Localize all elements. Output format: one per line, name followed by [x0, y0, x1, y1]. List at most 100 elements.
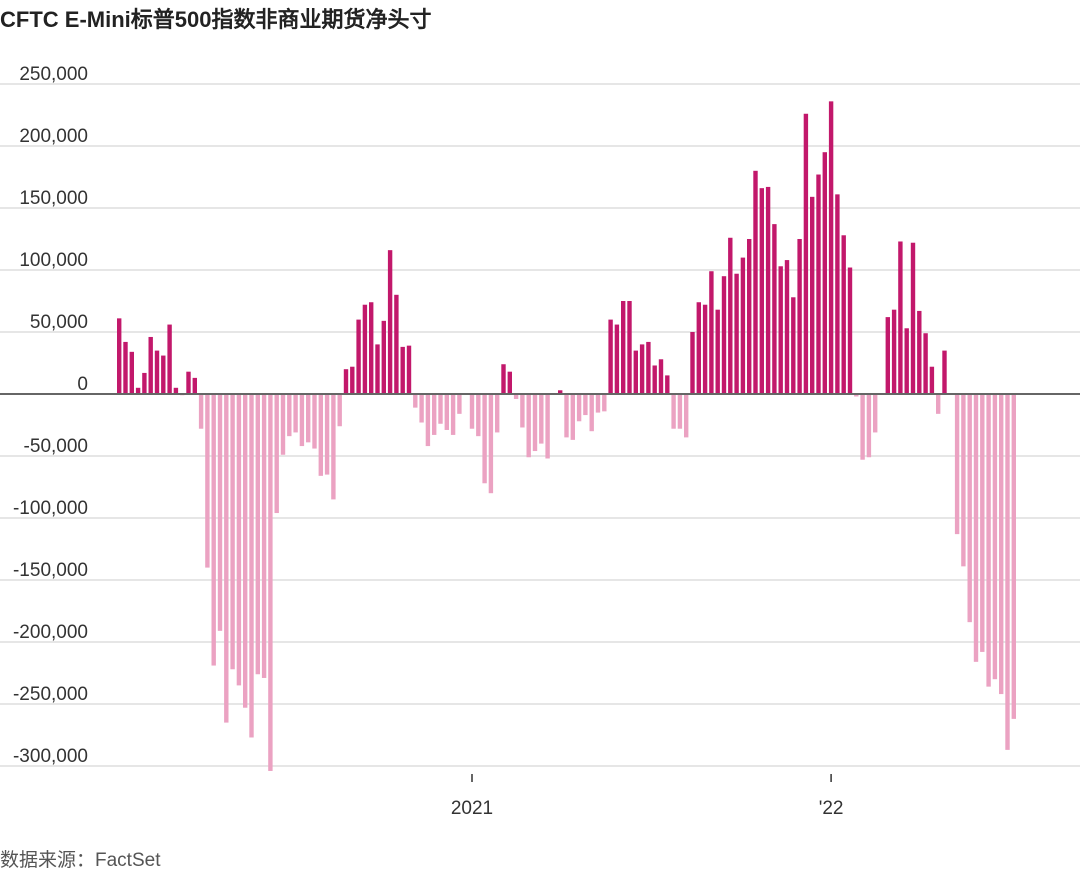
- bar: [362, 304, 368, 394]
- bar: [161, 355, 166, 394]
- bar: [425, 394, 431, 447]
- bar: [306, 394, 311, 443]
- bar: [261, 394, 267, 678]
- bar: [936, 394, 941, 414]
- bar: [205, 394, 210, 568]
- bar: [702, 304, 708, 394]
- bar: [721, 276, 727, 394]
- bar: [690, 332, 695, 394]
- bar: [520, 394, 525, 428]
- bar: [558, 390, 563, 394]
- bar: [476, 394, 481, 437]
- bar: [765, 186, 771, 394]
- bar: [576, 394, 582, 422]
- bar: [343, 369, 349, 394]
- bar: [356, 319, 361, 394]
- bar: [287, 394, 292, 437]
- bar: [866, 394, 872, 458]
- bar: [507, 371, 512, 394]
- bar: [236, 394, 242, 686]
- bar: [186, 371, 191, 394]
- bar: [734, 273, 739, 394]
- bar: [224, 394, 229, 723]
- x-axis: 2021 '22: [451, 774, 844, 819]
- gridlines: [0, 83, 1080, 767]
- bar: [274, 394, 279, 514]
- bar: [173, 387, 179, 394]
- bar: [954, 394, 960, 535]
- bar: [526, 394, 531, 458]
- bar: [513, 394, 519, 399]
- bar: [614, 324, 620, 394]
- bar: [312, 394, 317, 449]
- bar: [816, 174, 821, 394]
- bar: [835, 194, 840, 394]
- bar: [652, 365, 657, 394]
- bar: [797, 239, 802, 394]
- bar: [255, 394, 260, 675]
- bar: [822, 152, 827, 394]
- bar: [917, 310, 922, 394]
- bar: [929, 366, 935, 394]
- bar: [595, 394, 601, 413]
- bar: [495, 394, 500, 433]
- y-tick-label: -250,000: [13, 684, 88, 705]
- bar: [841, 235, 846, 394]
- bar: [784, 260, 790, 394]
- bar: [665, 375, 670, 394]
- bar: [444, 394, 449, 430]
- bar: [135, 387, 141, 394]
- bar: [249, 394, 254, 738]
- bar: [331, 394, 336, 500]
- bar: [564, 394, 569, 438]
- bar: [293, 394, 298, 433]
- y-tick-label: 200,000: [19, 126, 88, 147]
- bar: [961, 394, 966, 567]
- bar: [148, 336, 153, 394]
- bar: [1011, 394, 1016, 719]
- bar: [545, 394, 550, 459]
- bar: [715, 309, 720, 394]
- bar: [980, 394, 985, 652]
- x-tick-label: 2021: [451, 798, 493, 819]
- bar: [942, 350, 947, 394]
- bar: [400, 346, 405, 394]
- bar: [142, 372, 147, 394]
- bar: [129, 351, 134, 394]
- y-tick-label: -300,000: [13, 746, 88, 767]
- bar: [457, 394, 462, 414]
- chart-title: CFTC E-Mini标普500指数非商业期货净头寸: [0, 7, 432, 32]
- bar: [211, 394, 216, 666]
- bar: [753, 170, 758, 394]
- bar: [583, 394, 588, 416]
- bar: [747, 239, 752, 394]
- bar: [501, 364, 506, 394]
- bar: [923, 333, 928, 394]
- bar: [621, 301, 626, 394]
- bar: [268, 394, 273, 771]
- y-tick-label: 250,000: [19, 64, 88, 85]
- bar: [589, 394, 594, 432]
- bar: [324, 394, 330, 475]
- bar: [740, 257, 746, 394]
- bar: [375, 344, 380, 394]
- bar: [671, 394, 676, 429]
- bar: [759, 188, 764, 394]
- bar: [438, 394, 443, 424]
- bar: [243, 394, 248, 708]
- bar: [198, 394, 204, 429]
- bar: [810, 196, 815, 394]
- bar: [413, 394, 418, 408]
- bar: [891, 309, 897, 394]
- x-tick-label: '22: [819, 798, 844, 819]
- y-tick-label: 0: [77, 374, 88, 395]
- bar: [999, 394, 1004, 695]
- bar: [539, 394, 544, 444]
- bar: [350, 366, 355, 394]
- bar: [967, 394, 972, 623]
- bar: [532, 394, 538, 452]
- bar: [772, 224, 777, 394]
- bar: [803, 113, 809, 394]
- bars: [0, 101, 1080, 771]
- bar: [885, 317, 890, 394]
